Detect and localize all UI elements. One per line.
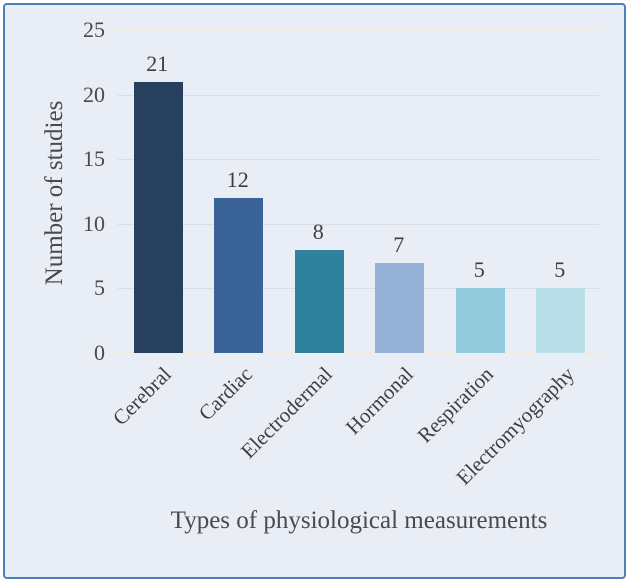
gridline-15 bbox=[118, 159, 599, 161]
bar-value-label-electrodermal: 8 bbox=[312, 218, 324, 244]
bar-electrodermal bbox=[294, 249, 344, 353]
gridline-5 bbox=[118, 288, 599, 290]
bar-cerebral bbox=[133, 81, 183, 353]
bar-cardiac bbox=[214, 197, 264, 353]
plot-area bbox=[117, 30, 600, 353]
y-axis-title: Number of studies bbox=[41, 100, 68, 286]
bar-value-label-cerebral: 21 bbox=[146, 50, 169, 76]
y-tick-label-5: 5 bbox=[94, 275, 105, 301]
bar-value-label-cardiac: 12 bbox=[226, 166, 249, 192]
bar-hormonal bbox=[375, 262, 425, 353]
y-tick-label-25: 25 bbox=[83, 17, 105, 42]
bar-value-label-electromyography: 5 bbox=[554, 257, 566, 283]
bar-value-label-respiration: 5 bbox=[473, 257, 485, 283]
y-tick-label-15: 15 bbox=[83, 146, 105, 172]
gridline-10 bbox=[118, 223, 599, 225]
bar-respiration bbox=[455, 288, 505, 353]
bar-value-label-hormonal: 7 bbox=[393, 231, 405, 257]
x-axis-title: Types of physiological measurements bbox=[170, 507, 548, 534]
y-tick-label-20: 20 bbox=[83, 81, 105, 107]
bar-electromyography bbox=[536, 288, 586, 353]
gridline-20 bbox=[118, 94, 599, 96]
y-tick-label-0: 0 bbox=[94, 340, 105, 365]
y-tick-label-10: 10 bbox=[83, 210, 105, 236]
